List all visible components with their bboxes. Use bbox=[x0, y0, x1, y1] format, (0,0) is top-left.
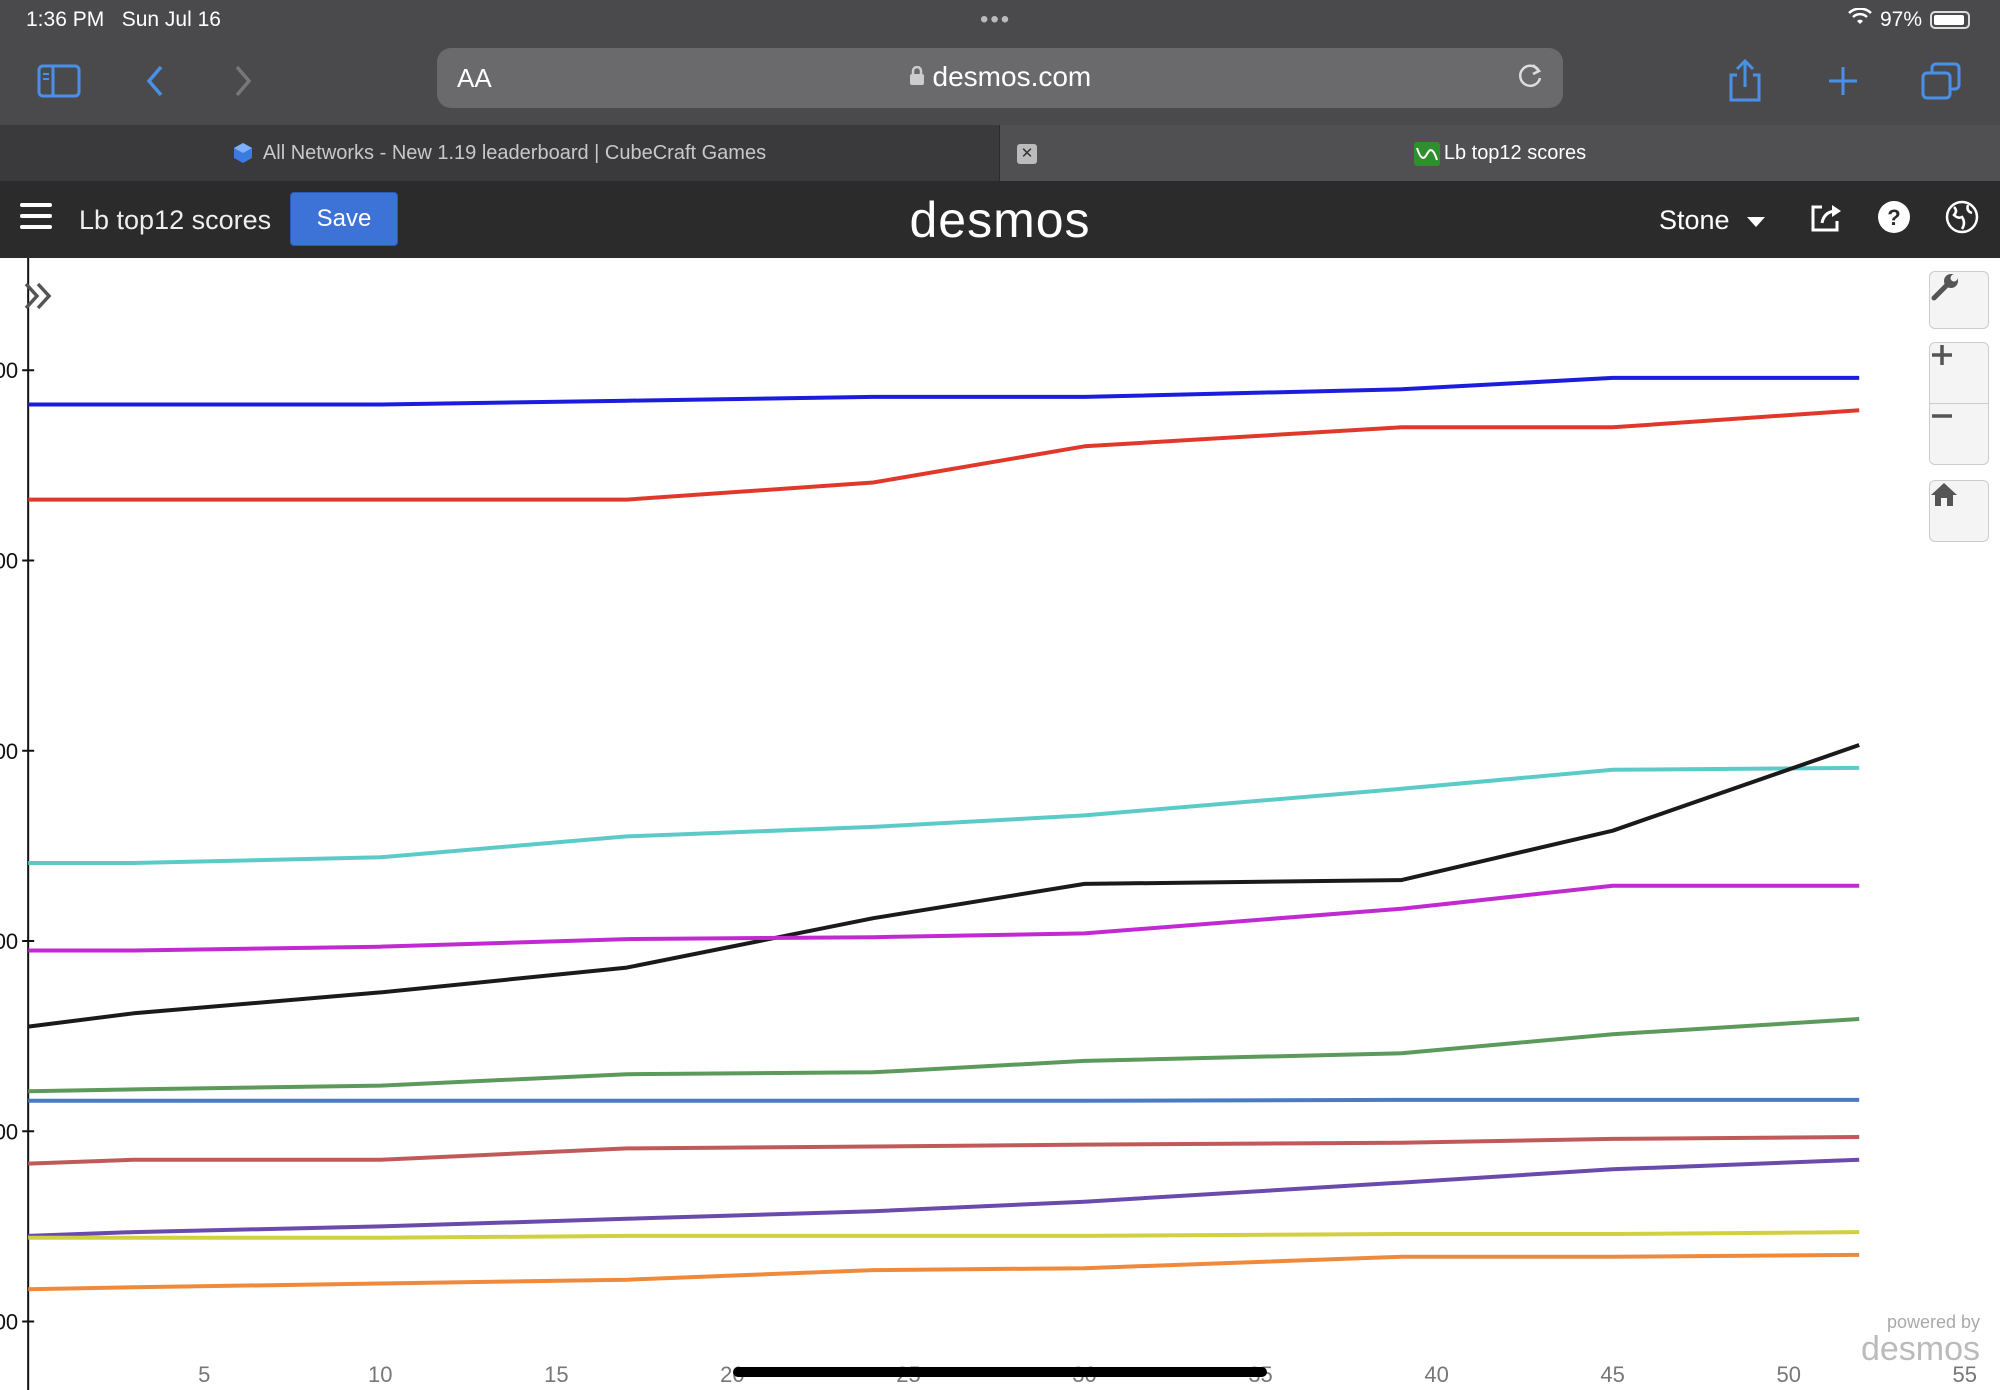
x-tick-label: 10 bbox=[368, 1362, 392, 1387]
url-text: desmos.com bbox=[932, 61, 1092, 92]
x-tick-label: 50 bbox=[1776, 1362, 1800, 1387]
y-tick-label: 7000 bbox=[0, 739, 18, 764]
address-bar[interactable]: AA desmos.com bbox=[437, 48, 1563, 108]
lock-icon bbox=[909, 61, 933, 92]
series-line-6 bbox=[28, 1017, 1860, 1094]
wifi-icon bbox=[1848, 7, 1872, 32]
desmos-favicon-icon bbox=[1413, 142, 1440, 166]
powered-by-text: powered by bbox=[1886, 1312, 1980, 1332]
y-tick-label: 6000 bbox=[0, 929, 18, 954]
default-view-home-icon[interactable] bbox=[1929, 480, 1989, 542]
theme-select-label: Stone bbox=[1659, 205, 1730, 235]
tab-bar: All Networks - New 1.19 leaderboard | Cu… bbox=[0, 125, 2000, 181]
reader-options-button[interactable]: AA bbox=[457, 63, 492, 93]
series-line-5 bbox=[28, 883, 1860, 953]
status-time: 1:36 PM Sun Jul 16 bbox=[26, 8, 221, 31]
help-icon[interactable]: ? bbox=[1876, 199, 1912, 235]
svg-text:?: ? bbox=[1887, 205, 1900, 230]
y-tick-label: 5000 bbox=[0, 1119, 18, 1144]
theme-select[interactable]: Stone bbox=[1659, 205, 1767, 236]
status-bar: 1:36 PM Sun Jul 16 ••• 97% bbox=[0, 0, 2000, 40]
url-display[interactable]: desmos.com bbox=[437, 61, 1563, 93]
hamburger-menu-icon[interactable] bbox=[20, 203, 52, 233]
series-line-7 bbox=[28, 1097, 1860, 1103]
graph-title[interactable]: Lb top12 scores bbox=[79, 205, 272, 235]
tab-cubecraft[interactable]: All Networks - New 1.19 leaderboard | Cu… bbox=[0, 125, 1000, 181]
tab-label: All Networks - New 1.19 leaderboard | Cu… bbox=[262, 141, 767, 164]
series-line-8 bbox=[28, 1135, 1860, 1166]
new-tab-icon[interactable] bbox=[1818, 56, 1868, 106]
zoom-out-icon[interactable] bbox=[1929, 403, 1989, 465]
reload-icon[interactable] bbox=[1515, 60, 1545, 98]
tabs-overview-icon[interactable] bbox=[1916, 56, 1966, 106]
series-line-1 bbox=[28, 375, 1860, 407]
x-tick-label: 55 bbox=[1953, 1362, 1977, 1387]
series-line-2 bbox=[28, 408, 1860, 502]
x-tick-label: 5 bbox=[198, 1362, 210, 1387]
line-chart: 4000500060007000800090005101520253035404… bbox=[0, 258, 1977, 1390]
status-right: 97% bbox=[1848, 7, 1970, 32]
battery-icon bbox=[1930, 11, 1970, 29]
y-tick-label: 9000 bbox=[0, 358, 18, 383]
y-tick-label: 4000 bbox=[0, 1310, 18, 1335]
forward-icon[interactable] bbox=[218, 56, 268, 106]
desmos-header: Lb top12 scores Save desmos Stone ? bbox=[0, 181, 2000, 258]
share-graph-icon[interactable] bbox=[1808, 199, 1844, 235]
share-icon[interactable] bbox=[1720, 56, 1770, 106]
y-tick-label: 8000 bbox=[0, 549, 18, 574]
save-button[interactable]: Save bbox=[290, 192, 398, 246]
powered-by-desmos: powered by desmos bbox=[1850, 1312, 1980, 1368]
x-tick-label: 15 bbox=[544, 1362, 568, 1387]
series-line-10 bbox=[28, 1230, 1860, 1240]
caret-down-icon bbox=[1737, 205, 1767, 235]
series-line-4 bbox=[27, 743, 1860, 1029]
multitasking-dots[interactable]: ••• bbox=[980, 6, 1012, 33]
powered-by-logo: desmos bbox=[1860, 1330, 1980, 1368]
tab-label: Lb top12 scores bbox=[1443, 141, 1587, 164]
series-line-3 bbox=[28, 765, 1860, 865]
battery-percent: 97% bbox=[1879, 8, 1922, 31]
language-globe-icon[interactable] bbox=[1944, 199, 1980, 235]
graph-paper[interactable]: 4000500060007000800090005101520253035404… bbox=[0, 258, 2000, 1390]
series-line-9 bbox=[28, 1157, 1860, 1238]
series-line-11 bbox=[28, 1252, 1860, 1292]
cube-favicon-icon bbox=[233, 142, 253, 164]
back-icon[interactable] bbox=[130, 56, 180, 106]
desmos-logo: desmos bbox=[909, 192, 1091, 248]
zoom-in-icon[interactable] bbox=[1929, 342, 1989, 404]
x-tick-label: 45 bbox=[1600, 1362, 1624, 1387]
tab-desmos[interactable]: Lb top12 scores bbox=[1000, 125, 2000, 181]
x-tick-label: 40 bbox=[1424, 1362, 1448, 1387]
sidebar-toggle-icon[interactable] bbox=[34, 56, 84, 106]
graph-settings-wrench-icon[interactable] bbox=[1929, 271, 1989, 329]
close-tab-icon[interactable]: ✕ bbox=[1017, 144, 1037, 164]
home-indicator[interactable] bbox=[733, 1367, 1267, 1377]
